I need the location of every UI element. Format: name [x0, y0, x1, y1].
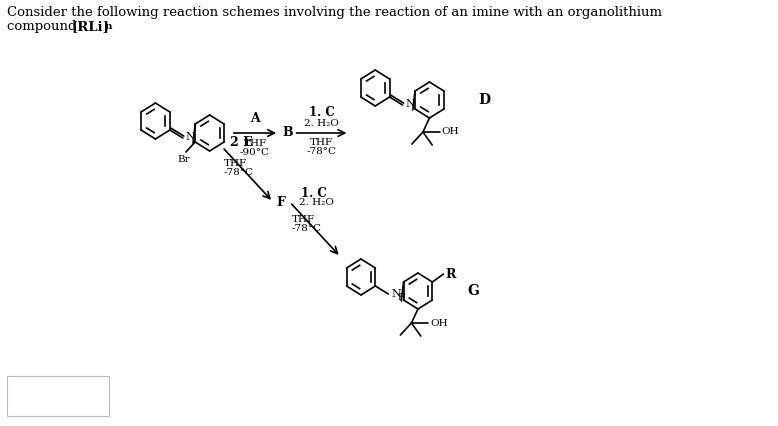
- Text: 2. H₂O: 2. H₂O: [304, 119, 339, 128]
- Text: Consider the following reaction schemes involving the reaction of an imine with : Consider the following reaction schemes …: [8, 6, 662, 19]
- Text: THF: THF: [292, 215, 315, 224]
- Text: F: F: [277, 196, 286, 208]
- Text: THF: THF: [310, 138, 333, 147]
- Text: -78°C: -78°C: [292, 224, 321, 233]
- Text: -90°C: -90°C: [240, 148, 270, 157]
- Text: A: A: [250, 112, 260, 125]
- Text: 2 E: 2 E: [230, 136, 252, 149]
- Text: N: N: [391, 289, 401, 299]
- Text: -78°C: -78°C: [224, 168, 254, 177]
- Text: -78°C: -78°C: [307, 147, 337, 156]
- Text: compound: compound: [8, 20, 81, 33]
- Text: N: N: [405, 99, 415, 109]
- Text: 1. C: 1. C: [309, 106, 335, 119]
- Text: 2. H₂O: 2. H₂O: [299, 198, 334, 207]
- Text: B: B: [282, 127, 293, 139]
- Text: G: G: [467, 284, 478, 298]
- Text: H: H: [398, 294, 405, 302]
- Text: THF: THF: [244, 139, 267, 148]
- Text: OH: OH: [430, 319, 447, 328]
- Text: THF: THF: [224, 159, 247, 168]
- Text: Br: Br: [178, 155, 191, 164]
- Text: R: R: [445, 268, 456, 280]
- Text: OH: OH: [441, 127, 459, 136]
- Text: n: n: [104, 22, 112, 31]
- Text: [RLi]: [RLi]: [72, 20, 109, 33]
- Text: N: N: [186, 132, 195, 142]
- Text: 1. C: 1. C: [301, 187, 327, 200]
- Bar: [8, 376, 109, 416]
- Text: D: D: [478, 93, 491, 107]
